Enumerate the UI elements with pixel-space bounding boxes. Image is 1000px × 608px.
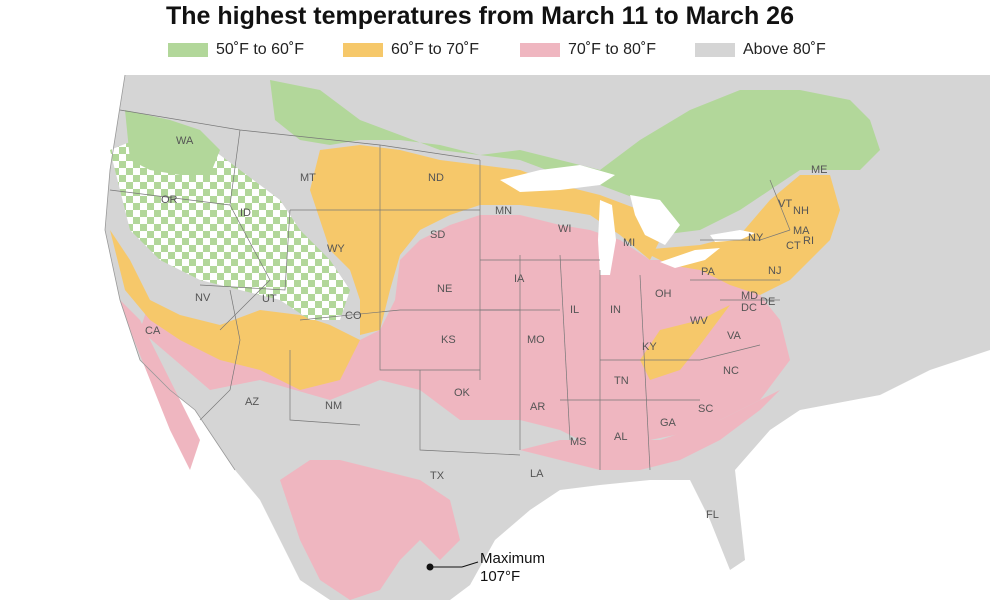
state-label-wy: WY	[327, 243, 345, 255]
state-label-al: AL	[614, 431, 627, 443]
gulf-of-mexico	[470, 490, 760, 600]
gulf-of-california	[190, 430, 265, 600]
state-label-ut: UT	[262, 293, 277, 305]
annotation-line1: Maximum	[480, 550, 545, 567]
state-label-nj: NJ	[768, 265, 781, 277]
state-label-ny: NY	[748, 232, 764, 244]
zone-50-60-north	[270, 80, 880, 235]
state-label-pa: PA	[701, 266, 716, 278]
legend-label: Above 80˚F	[743, 41, 826, 58]
state-label-ct: CT	[786, 240, 801, 252]
lake-superior	[500, 165, 615, 192]
state-label-oh: OH	[655, 288, 672, 300]
legend-label: 70˚F to 80˚F	[568, 41, 657, 58]
state-label-mo: MO	[527, 334, 545, 346]
coastline	[104, 74, 236, 471]
state-label-il: IL	[570, 304, 579, 316]
state-label-wa: WA	[176, 135, 194, 147]
state-label-ky: KY	[642, 341, 657, 353]
state-label-ar: AR	[530, 401, 545, 413]
state-label-dc: DC	[741, 302, 757, 314]
state-label-sd: SD	[430, 229, 445, 241]
legend-swatch-pink	[520, 43, 560, 57]
zone-50-60-wa	[125, 110, 220, 175]
state-label-nh: NH	[793, 205, 809, 217]
zone-70-80-south	[280, 460, 460, 600]
state-label-sc: SC	[698, 403, 713, 415]
state-label-mi: MI	[623, 237, 635, 249]
state-label-co: CO	[345, 310, 362, 322]
state-label-vt: VT	[778, 198, 792, 210]
state-label-nc: NC	[723, 365, 739, 377]
zone-70-80-coast	[120, 300, 200, 470]
zone-50-60-west	[110, 130, 350, 320]
state-label-tn: TN	[614, 375, 629, 387]
state-label-ms: MS	[570, 436, 587, 448]
state-label-id: ID	[240, 207, 251, 219]
legend-item-60-70: 60˚F to 70˚F	[343, 40, 479, 60]
lake-michigan	[598, 200, 616, 275]
state-label-ma: MA	[793, 225, 810, 237]
state-label-la: LA	[530, 468, 544, 480]
lake-ontario	[710, 230, 755, 242]
state-label-ca: CA	[145, 325, 161, 337]
zone-60-70-west	[110, 230, 360, 390]
max-point-marker	[426, 563, 434, 571]
state-label-me: ME	[811, 164, 828, 176]
state-label-in: IN	[610, 304, 621, 316]
lake-erie	[660, 248, 720, 268]
legend: 50˚F to 60˚F 60˚F to 70˚F 70˚F to 80˚F A…	[0, 40, 1000, 62]
state-label-nv: NV	[195, 292, 211, 304]
legend-item-above-80: Above 80˚F	[695, 40, 826, 60]
zone-70-80-southeast	[520, 390, 780, 470]
annotation-line2: 107°F	[480, 568, 520, 585]
state-label-ia: IA	[514, 273, 525, 285]
zone-60-70	[310, 145, 660, 335]
annotation-leader-tail	[461, 561, 479, 568]
state-label-ga: GA	[660, 417, 677, 429]
legend-swatch-gray	[695, 43, 735, 57]
state-label-nd: ND	[428, 172, 444, 184]
state-label-or: OR	[161, 194, 178, 206]
state-label-tx: TX	[430, 470, 445, 482]
max-annotation: Maximum 107°F	[426, 550, 545, 585]
legend-item-70-80: 70˚F to 80˚F	[520, 40, 656, 60]
state-label-ok: OK	[454, 387, 471, 399]
state-label-mn: MN	[495, 205, 512, 217]
state-label-md: MD	[741, 290, 758, 302]
legend-swatch-green	[168, 43, 208, 57]
state-label-de: DE	[760, 296, 775, 308]
state-label-ne: NE	[437, 283, 452, 295]
state-label-va: VA	[727, 330, 742, 342]
legend-swatch-orange	[343, 43, 383, 57]
zone-70-80	[140, 215, 790, 450]
legend-label: 50˚F to 60˚F	[216, 41, 305, 58]
page-title: The highest temperatures from March 11 t…	[166, 2, 794, 30]
state-label-nm: NM	[325, 400, 342, 412]
temperature-map: WA OR ID MT ND WY NV UT CA CO SD NE KS A…	[104, 74, 990, 600]
state-labels: WA OR ID MT ND WY NV UT CA CO SD NE KS A…	[145, 135, 828, 521]
legend-label: 60˚F to 70˚F	[391, 41, 480, 58]
state-label-ks: KS	[441, 334, 456, 346]
state-label-az: AZ	[245, 396, 259, 408]
zone-60-70-appalachia	[640, 305, 730, 380]
state-borders	[109, 109, 791, 471]
lake-huron	[630, 195, 680, 245]
state-label-wv: WV	[690, 315, 708, 327]
state-label-mt: MT	[300, 172, 316, 184]
state-label-fl: FL	[706, 509, 719, 521]
legend-item-50-60: 50˚F to 60˚F	[168, 40, 304, 60]
state-label-ri: RI	[803, 235, 814, 247]
state-label-wi: WI	[558, 223, 571, 235]
